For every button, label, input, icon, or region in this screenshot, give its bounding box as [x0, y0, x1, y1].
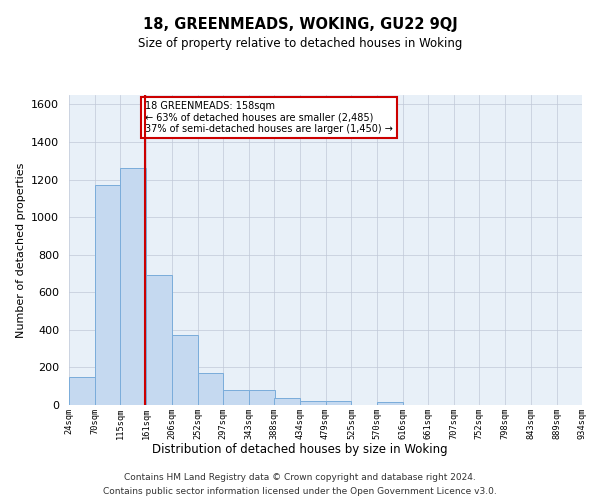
- Bar: [197, 373, 223, 405]
- Bar: [274, 398, 300, 405]
- Bar: [146, 276, 172, 405]
- Text: Distribution of detached houses by size in Woking: Distribution of detached houses by size …: [152, 442, 448, 456]
- Text: Size of property relative to detached houses in Woking: Size of property relative to detached ho…: [138, 38, 462, 51]
- Bar: [95, 185, 121, 405]
- Bar: [69, 377, 95, 405]
- Y-axis label: Number of detached properties: Number of detached properties: [16, 162, 26, 338]
- Bar: [325, 401, 352, 405]
- Bar: [377, 402, 403, 405]
- Bar: [121, 168, 146, 405]
- Text: 18, GREENMEADS, WOKING, GU22 9QJ: 18, GREENMEADS, WOKING, GU22 9QJ: [143, 18, 457, 32]
- Bar: [172, 334, 197, 405]
- Text: Contains HM Land Registry data © Crown copyright and database right 2024.: Contains HM Land Registry data © Crown c…: [124, 472, 476, 482]
- Text: Contains public sector information licensed under the Open Government Licence v3: Contains public sector information licen…: [103, 488, 497, 496]
- Bar: [223, 390, 249, 405]
- Bar: [249, 390, 275, 405]
- Bar: [300, 401, 326, 405]
- Text: 18 GREENMEADS: 158sqm
← 63% of detached houses are smaller (2,485)
37% of semi-d: 18 GREENMEADS: 158sqm ← 63% of detached …: [145, 100, 393, 134]
